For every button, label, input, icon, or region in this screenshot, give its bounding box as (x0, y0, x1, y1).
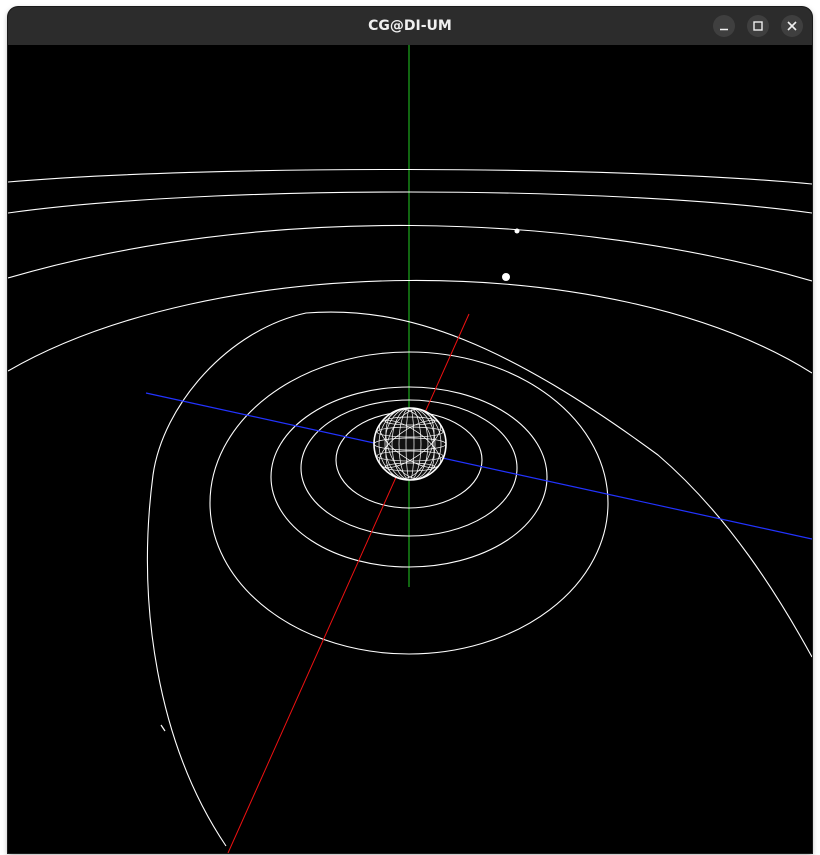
app-window: CG@DI-UM (8, 7, 812, 853)
z-axis-line (145, 392, 812, 540)
maximize-button[interactable] (747, 15, 769, 37)
solar-system-scene (8, 45, 812, 853)
window-title: CG@DI-UM (368, 18, 452, 34)
close-icon (787, 21, 797, 31)
comet-orbit (146, 311, 812, 847)
orbit-arc-4 (8, 279, 812, 374)
planet-marker-small (514, 228, 520, 234)
minimize-button[interactable] (713, 15, 735, 37)
comet-marker (160, 724, 166, 732)
outer-orbits (8, 168, 812, 374)
inner-orbit-2 (300, 399, 518, 537)
sun-wireframe-sphere (373, 407, 447, 481)
x-axis-line (227, 313, 470, 853)
minimize-icon (720, 28, 728, 31)
orbit-arc-1 (8, 168, 812, 185)
orbit-arc-2 (8, 191, 812, 214)
inner-orbit-3 (270, 386, 548, 568)
maximize-icon (753, 21, 763, 31)
inner-orbit-4 (209, 351, 609, 655)
orbit-arc-3 (8, 224, 812, 282)
planet-marker-large (502, 273, 510, 281)
opengl-viewport[interactable] (8, 45, 812, 853)
title-bar[interactable]: CG@DI-UM (8, 7, 812, 46)
close-button[interactable] (781, 15, 803, 37)
